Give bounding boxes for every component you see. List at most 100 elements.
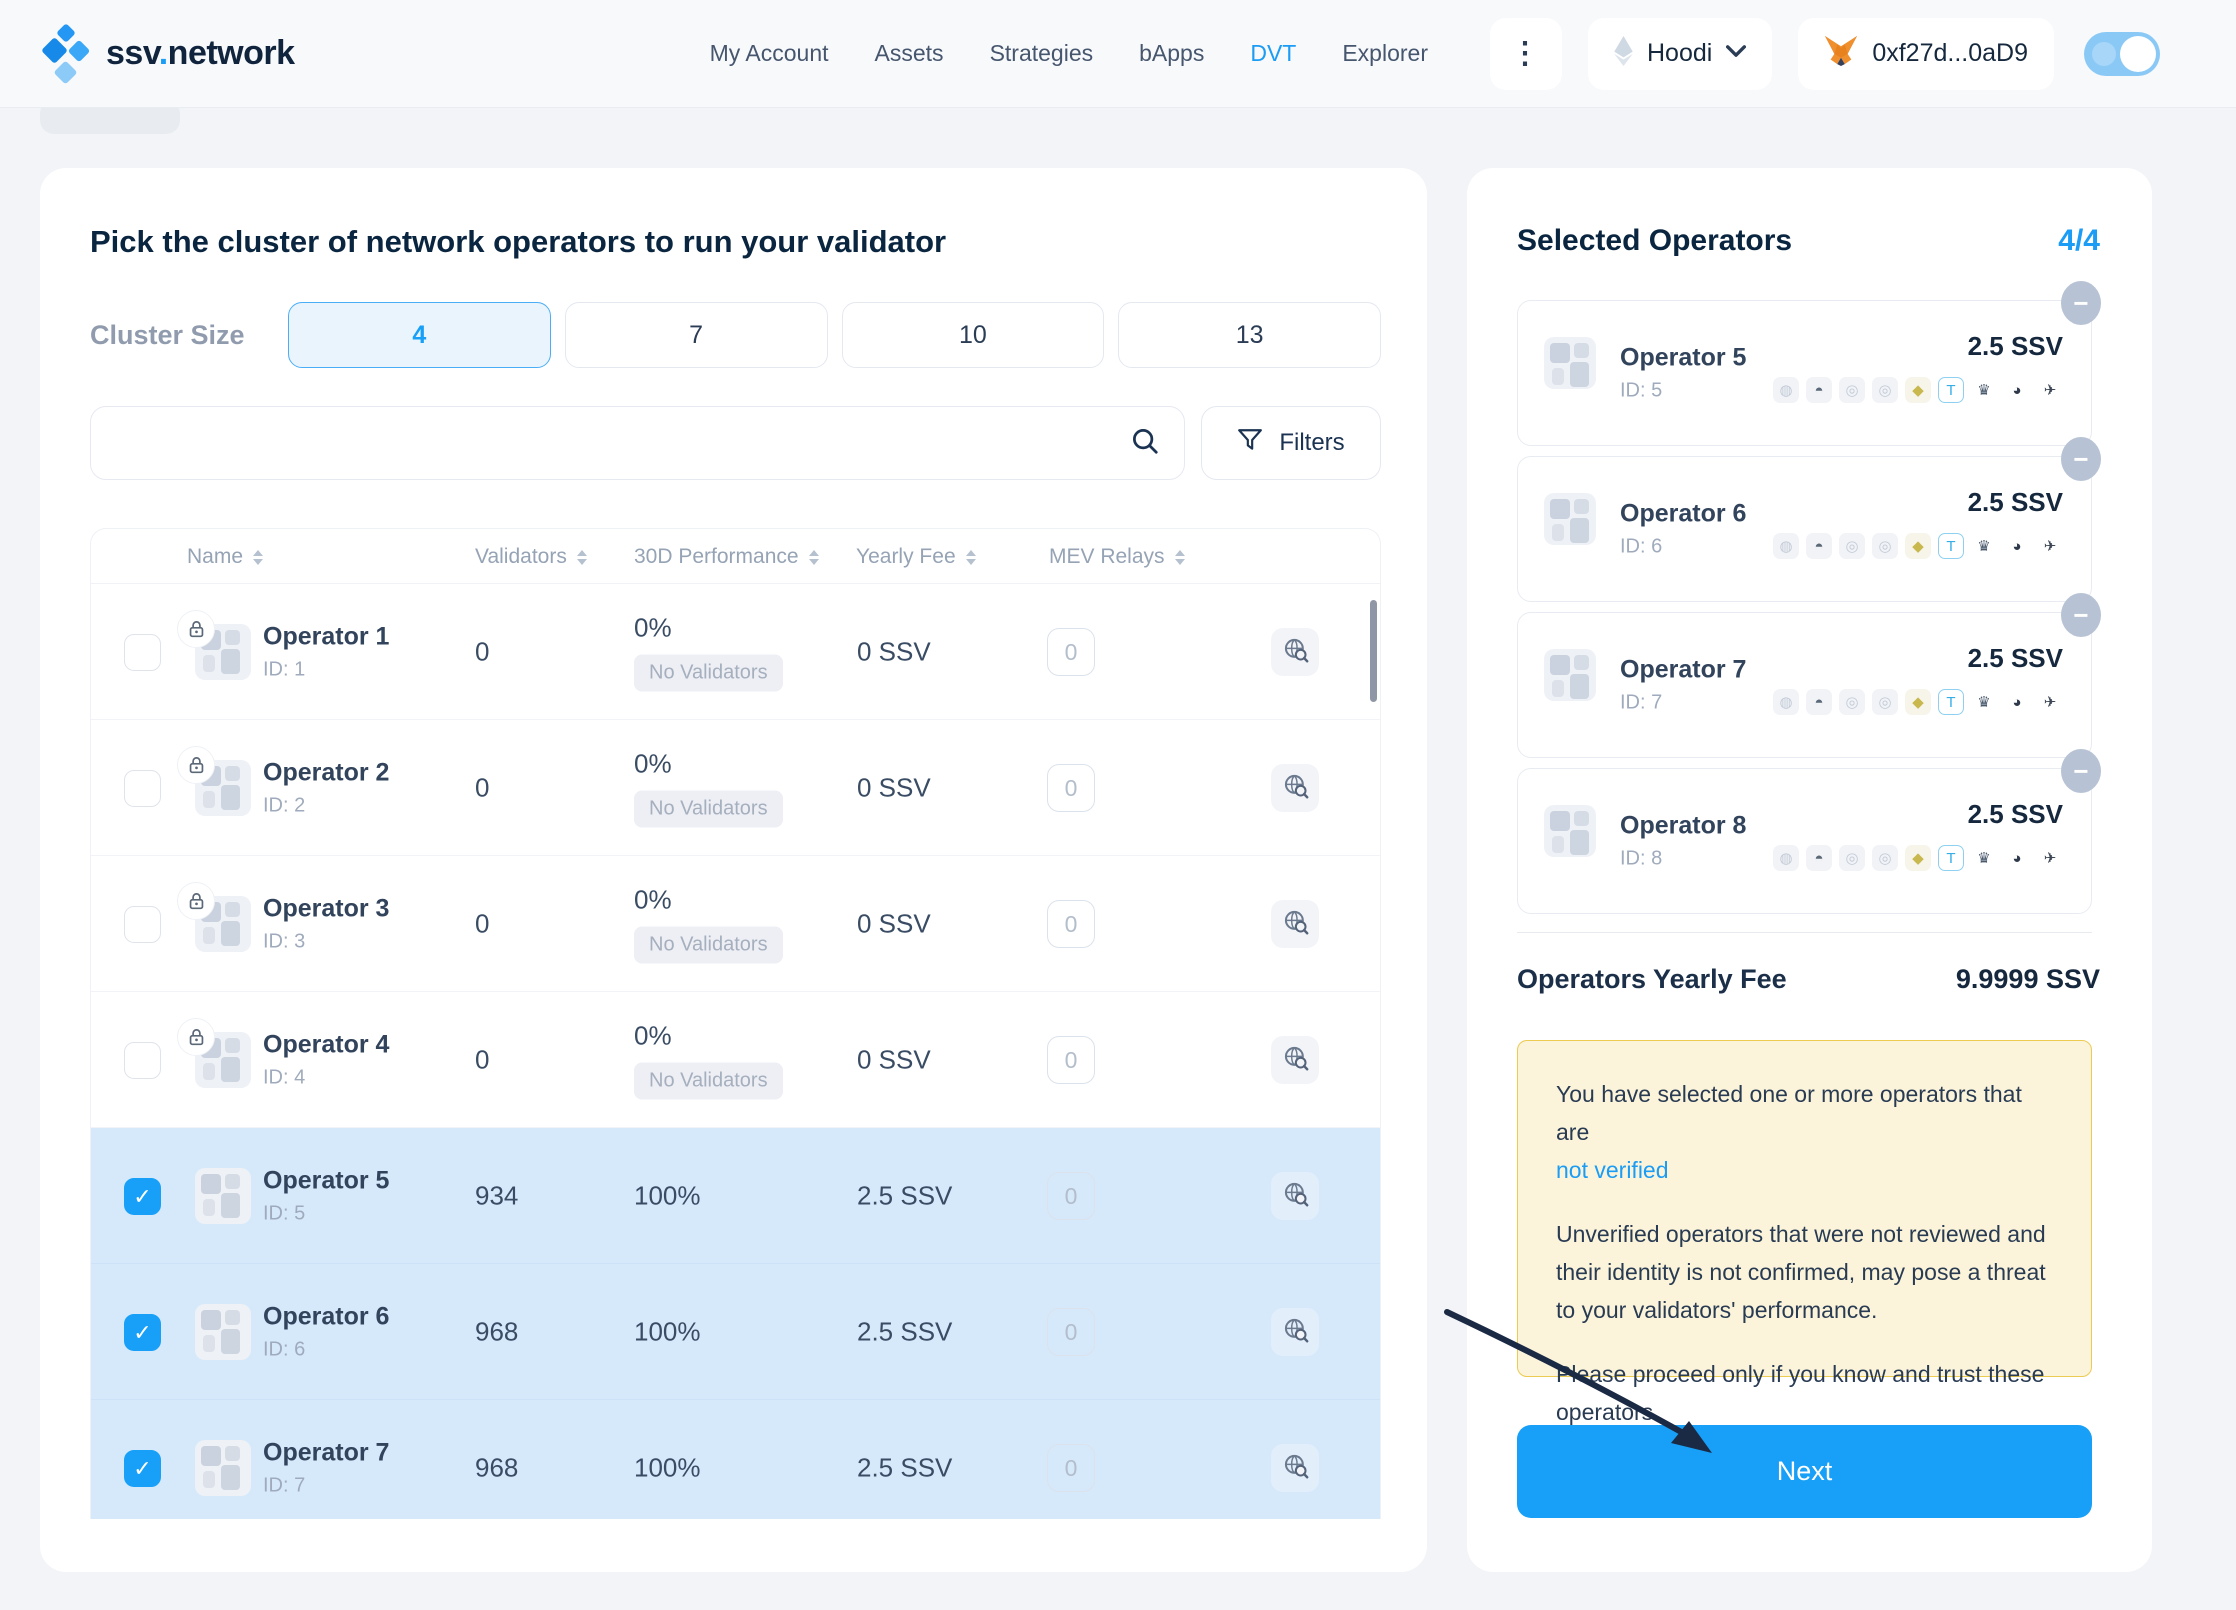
explorer-link-button[interactable] xyxy=(1271,628,1319,676)
operator-avatar xyxy=(1544,805,1596,857)
operator-name: Operator 6 xyxy=(1620,499,1747,528)
mev-relays-count: 0 xyxy=(1047,1036,1095,1084)
table-row[interactable]: ✓ Operator 6 ID: 6 968 100% 2.5 SSV 0 xyxy=(91,1264,1380,1400)
column-header-name[interactable]: Name xyxy=(187,529,264,585)
explorer-link-button[interactable] xyxy=(1271,1444,1319,1492)
operator-avatar xyxy=(1544,493,1596,545)
operator-fee: 2.5 SSV xyxy=(1967,487,2063,517)
table-row[interactable]: ✓ Operator 5 ID: 5 934 100% 2.5 SSV 0 xyxy=(91,1128,1380,1264)
nav-link-assets[interactable]: Assets xyxy=(874,40,944,66)
row-checkbox[interactable]: ✓ xyxy=(124,1178,161,1215)
performance-value: 0% xyxy=(634,612,672,642)
cluster-size-option-10[interactable]: 10 xyxy=(841,302,1105,368)
column-label: Validators xyxy=(475,545,567,568)
remove-operator-button[interactable]: − xyxy=(2061,593,2101,637)
operator-name: Operator 5 xyxy=(1620,343,1747,372)
remove-operator-button[interactable]: − xyxy=(2061,437,2101,481)
operator-id: ID: 5 xyxy=(1620,379,1663,402)
globe-search-icon xyxy=(1282,1180,1309,1212)
relay-icon-8: ◕ xyxy=(2012,537,2022,555)
row-checkbox[interactable] xyxy=(124,1042,161,1079)
nav-link-strategies[interactable]: Strategies xyxy=(989,40,1094,66)
theme-toggle[interactable] xyxy=(2084,31,2160,76)
column-header-mev-relays[interactable]: MEV Relays xyxy=(1049,529,1185,585)
remove-operator-button[interactable]: − xyxy=(2061,749,2101,793)
lock-icon xyxy=(177,746,215,784)
validators-count: 0 xyxy=(475,908,490,938)
operator-id: ID: 8 xyxy=(1620,847,1663,870)
table-row[interactable]: Operator 1 ID: 1 0 0% No Validators 0 SS… xyxy=(91,584,1380,720)
sort-icon[interactable] xyxy=(576,549,587,565)
operators-table-header: Name Validators 30D Performance Yearly F… xyxy=(90,528,1381,584)
wallet-button[interactable]: 0xf27d...0aD9 xyxy=(1798,17,2054,90)
search-icon[interactable] xyxy=(1130,426,1160,461)
brand-name: ssv.network xyxy=(106,34,295,72)
sort-icon[interactable] xyxy=(808,549,819,565)
column-header-30d-performance[interactable]: 30D Performance xyxy=(634,529,819,585)
sort-icon[interactable] xyxy=(1174,549,1185,565)
cluster-size-option-7[interactable]: 7 xyxy=(564,302,828,368)
brand-logo[interactable]: ssv.network xyxy=(40,22,295,86)
selected-operator-card: − Operator 7 ID: 7 2.5 SSV ◍ ◓ ◎ ◎ ◆ T ♛ ◕ ✈ xyxy=(1517,593,2101,758)
relay-icon-4: ◎ xyxy=(1872,689,1898,715)
selected-operators-panel: Selected Operators 4/4 − Operator 5 ID: … xyxy=(1467,168,2152,1572)
explorer-link-button[interactable] xyxy=(1271,1172,1319,1220)
yearly-fee-cell: 2.5 SSV xyxy=(857,1316,953,1346)
table-row[interactable]: Operator 3 ID: 3 0 0% No Validators 0 SS… xyxy=(91,856,1380,992)
column-header-validators[interactable]: Validators xyxy=(475,529,587,585)
table-row[interactable]: Operator 2 ID: 2 0 0% No Validators 0 SS… xyxy=(91,720,1380,856)
yearly-fee-cell: 0 SSV xyxy=(857,908,931,938)
column-header-yearly-fee[interactable]: Yearly Fee xyxy=(856,529,976,585)
toggle-track-decor xyxy=(2092,41,2116,66)
validators-count: 0 xyxy=(475,772,490,802)
table-scrollbar[interactable] xyxy=(1370,600,1377,702)
explorer-link-button[interactable] xyxy=(1271,1036,1319,1084)
network-selector[interactable]: Hoodi xyxy=(1588,17,1773,90)
globe-search-icon xyxy=(1282,772,1309,804)
explorer-link-button[interactable] xyxy=(1271,764,1319,812)
filters-button[interactable]: Filters xyxy=(1201,406,1381,480)
remove-operator-button[interactable]: − xyxy=(2061,281,2101,325)
globe-search-icon xyxy=(1282,1044,1309,1076)
mev-relay-icons: ◍ ◓ ◎ ◎ ◆ T ♛ ◕ ✈ xyxy=(1773,845,2063,871)
cluster-size-option-13[interactable]: 13 xyxy=(1118,302,1381,368)
nav-link-bapps[interactable]: bApps xyxy=(1139,40,1205,66)
performance-value: 100% xyxy=(634,1452,701,1482)
sort-icon[interactable] xyxy=(965,549,976,565)
table-row[interactable]: Operator 4 ID: 4 0 0% No Validators 0 SS… xyxy=(91,992,1380,1128)
relay-icon-4: ◎ xyxy=(1872,377,1898,403)
nav-link-dvt[interactable]: DVT xyxy=(1250,40,1297,66)
toggle-knob xyxy=(2120,35,2156,72)
row-checkbox[interactable]: ✓ xyxy=(124,1450,161,1487)
nav-link-my-account[interactable]: My Account xyxy=(709,40,829,66)
more-menu-button[interactable]: ⋮ xyxy=(1490,17,1562,90)
search-input[interactable] xyxy=(115,429,1130,457)
row-checkbox[interactable] xyxy=(124,634,161,671)
globe-search-icon xyxy=(1282,908,1309,940)
next-button[interactable]: Next xyxy=(1517,1425,2092,1518)
nav-link-explorer[interactable]: Explorer xyxy=(1342,40,1428,66)
relay-icon-8: ◕ xyxy=(2012,849,2022,867)
explorer-link-button[interactable] xyxy=(1271,900,1319,948)
performance-value: 100% xyxy=(634,1180,701,1210)
row-checkbox[interactable]: ✓ xyxy=(124,1314,161,1351)
row-checkbox[interactable] xyxy=(124,906,161,943)
cluster-size-option-4[interactable]: 4 xyxy=(288,302,551,368)
sort-icon[interactable] xyxy=(253,549,264,565)
not-verified-link[interactable]: not verified xyxy=(1556,1157,1669,1183)
explorer-link-button[interactable] xyxy=(1271,1308,1319,1356)
operator-search[interactable] xyxy=(90,406,1185,480)
relay-icon-3: ◎ xyxy=(1839,845,1865,871)
row-checkbox[interactable] xyxy=(124,770,161,807)
mev-relays-count: 0 xyxy=(1047,900,1095,948)
kebab-menu-icon: ⋮ xyxy=(1510,37,1542,70)
operator-fee: 2.5 SSV xyxy=(1967,799,2063,829)
relay-icon-2: ◓ xyxy=(1806,689,1832,715)
warning-line: You have selected one or more operators … xyxy=(1556,1075,2053,1189)
operators-table: Name Validators 30D Performance Yearly F… xyxy=(90,528,1381,1519)
table-row[interactable]: ✓ Operator 7 ID: 7 968 100% 2.5 SSV 0 xyxy=(91,1400,1380,1519)
operator-name: Operator 4 xyxy=(263,1030,390,1058)
cluster-size-label: Cluster Size xyxy=(90,319,245,350)
operators-table-body: Operator 1 ID: 1 0 0% No Validators 0 SS… xyxy=(90,584,1381,1519)
cluster-size-row: Cluster Size 4 7 10 13 xyxy=(90,302,1381,368)
